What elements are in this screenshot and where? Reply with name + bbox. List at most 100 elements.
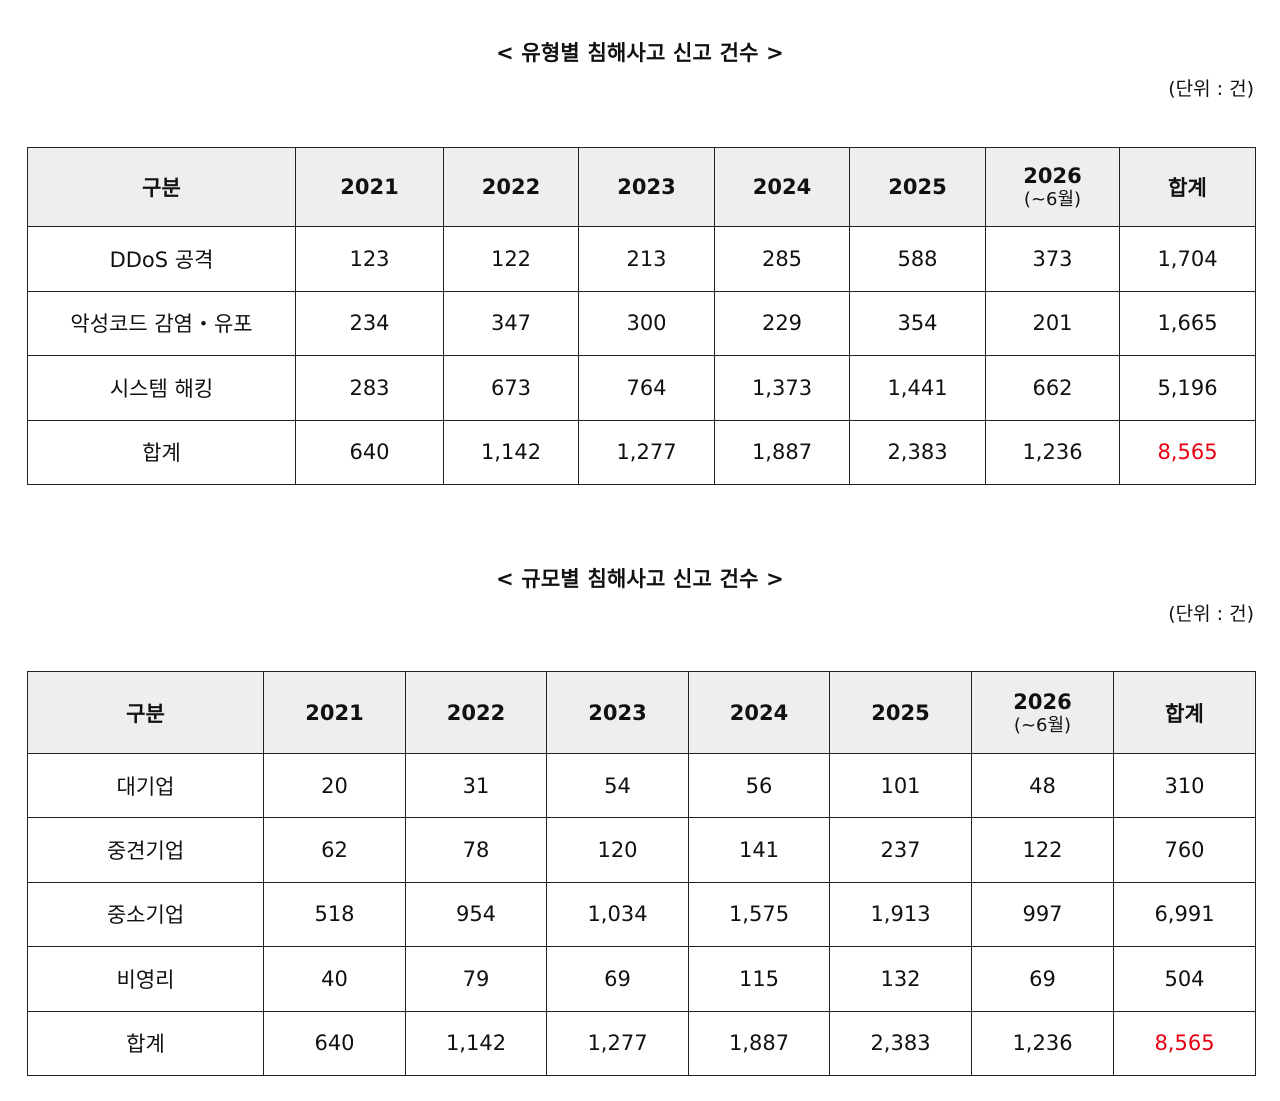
header-year: 2025 [829,671,972,754]
row-label: 시스템 해킹 [27,355,296,421]
table-cell: 237 [829,817,972,883]
row-total-cell: 760 [1113,817,1256,883]
table-cell: 201 [985,290,1120,356]
table-cell: 1,887 [688,1010,830,1076]
table-cell: 285 [714,226,850,292]
header-year: 2022 [443,147,579,227]
table-row: 악성코드 감염・유포 234 347 300 229 354 201 1,665 [27,290,1256,356]
incident-by-type-table: 구분 2021 2022 2023 2024 2025 2026 (~6월) 합… [27,147,1256,485]
table-cell: 588 [849,226,986,292]
incident-by-size-table: 구분 2021 2022 2023 2024 2025 2026 (~6월) 합… [27,671,1256,1076]
table-cell: 764 [578,355,715,421]
header-year-2026: 2026 (~6월) [971,671,1114,754]
header-year: 2024 [714,147,850,227]
row-label: 중견기업 [27,817,264,883]
table-header-row: 구분 2021 2022 2023 2024 2025 2026 (~6월) 합… [27,671,1256,754]
header-year-2026: 2026 (~6월) [985,147,1120,227]
table-cell: 120 [546,817,689,883]
table-cell: 347 [443,290,579,356]
table-cell: 229 [714,290,850,356]
table-row: 중견기업 62 78 120 141 237 122 760 [27,817,1256,883]
table-cell: 234 [295,290,444,356]
table-cell: 40 [263,946,406,1012]
header-year: 2024 [688,671,830,754]
row-label: 중소기업 [27,881,264,948]
table-cell: 141 [688,817,830,883]
table-cell: 1,277 [578,419,715,485]
row-label: 합계 [27,419,296,485]
grand-total-cell: 8,565 [1119,419,1256,485]
table-row: 비영리 40 79 69 115 132 69 504 [27,946,1256,1012]
row-label: 악성코드 감염・유포 [27,290,296,356]
header-year: 2025 [849,147,986,227]
table-cell: 373 [985,226,1120,292]
table2-unit: (단위 : 건) [1168,603,1254,625]
row-label: DDoS 공격 [27,226,296,292]
table-cell: 354 [849,290,986,356]
table-cell: 122 [971,817,1114,883]
row-total-cell: 1,704 [1119,226,1256,292]
table-cell: 1,373 [714,355,850,421]
row-total-cell: 5,196 [1119,355,1256,421]
header-year-note: (~6월) [1023,189,1082,210]
table-row: 중소기업 518 954 1,034 1,575 1,913 997 6,991 [27,881,1256,948]
table-cell: 2,383 [849,419,986,485]
table-cell: 640 [263,1010,406,1076]
table-cell: 1,913 [829,881,972,948]
header-year: 2023 [578,147,715,227]
table-cell: 283 [295,355,444,421]
table-cell: 54 [546,752,689,819]
table-cell: 69 [546,946,689,1012]
table-cell: 673 [443,355,579,421]
table-cell: 56 [688,752,830,819]
header-year-label: 2026 [1013,689,1072,714]
table-cell: 69 [971,946,1114,1012]
table-cell: 954 [405,881,547,948]
table-cell: 1,236 [985,419,1120,485]
header-category: 구분 [27,147,296,227]
row-total-cell: 6,991 [1113,881,1256,948]
table2-title: < 규모별 침해사고 신고 건수 > [496,567,784,591]
row-label: 비영리 [27,946,264,1012]
table-total-row: 합계 640 1,142 1,277 1,887 2,383 1,236 8,5… [27,419,1256,485]
header-year: 2022 [405,671,547,754]
table-cell: 1,236 [971,1010,1114,1076]
table-cell: 213 [578,226,715,292]
table-cell: 300 [578,290,715,356]
grand-total-cell: 8,565 [1113,1010,1256,1076]
table-cell: 1,441 [849,355,986,421]
table-cell: 101 [829,752,972,819]
table-row: 대기업 20 31 54 56 101 48 310 [27,752,1256,819]
table-cell: 123 [295,226,444,292]
table-row: 시스템 해킹 283 673 764 1,373 1,441 662 5,196 [27,355,1256,421]
row-total-cell: 310 [1113,752,1256,819]
table-cell: 48 [971,752,1114,819]
table-cell: 1,142 [405,1010,547,1076]
header-category: 구분 [27,671,264,754]
table-cell: 132 [829,946,972,1012]
header-year-label: 2026 [1023,164,1082,188]
table-cell: 1,575 [688,881,830,948]
table-cell: 1,887 [714,419,850,485]
header-year-note: (~6월) [1013,714,1072,736]
table-cell: 2,383 [829,1010,972,1076]
row-total-cell: 1,665 [1119,290,1256,356]
table-cell: 1,277 [546,1010,689,1076]
table1-unit: (단위 : 건) [1168,78,1254,100]
table-cell: 997 [971,881,1114,948]
table-cell: 640 [295,419,444,485]
table-cell: 62 [263,817,406,883]
table-row: DDoS 공격 123 122 213 285 588 373 1,704 [27,226,1256,292]
table-cell: 31 [405,752,547,819]
header-total: 합계 [1113,671,1256,754]
header-year: 2021 [263,671,406,754]
table-cell: 662 [985,355,1120,421]
header-year: 2021 [295,147,444,227]
table-cell: 115 [688,946,830,1012]
table-cell: 20 [263,752,406,819]
table-cell: 78 [405,817,547,883]
table-total-row: 합계 640 1,142 1,277 1,887 2,383 1,236 8,5… [27,1010,1256,1076]
table-cell: 518 [263,881,406,948]
table-cell: 122 [443,226,579,292]
row-label: 대기업 [27,752,264,819]
